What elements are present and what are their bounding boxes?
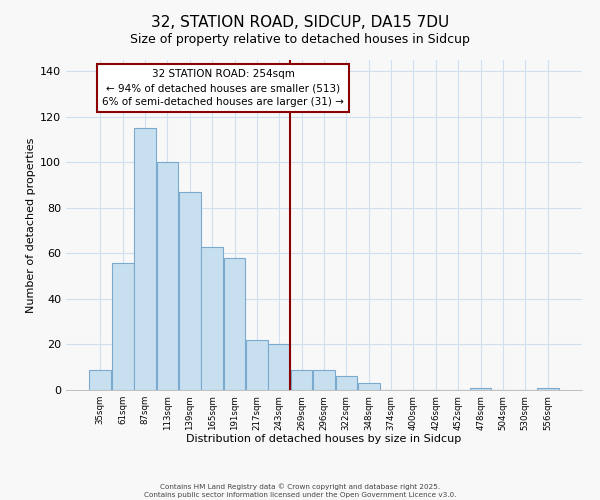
Bar [268, 344, 290, 390]
Bar [470, 388, 491, 390]
Bar [335, 376, 357, 390]
Text: Contains HM Land Registry data © Crown copyright and database right 2025.
Contai: Contains HM Land Registry data © Crown c… [144, 484, 456, 498]
Bar [134, 128, 156, 390]
Bar [313, 370, 335, 390]
Bar [224, 258, 245, 390]
Text: Size of property relative to detached houses in Sidcup: Size of property relative to detached ho… [130, 32, 470, 46]
Bar [246, 340, 268, 390]
Y-axis label: Number of detached properties: Number of detached properties [26, 138, 36, 312]
Bar [157, 162, 178, 390]
Bar [202, 246, 223, 390]
Bar [112, 262, 134, 390]
Bar [537, 388, 559, 390]
Text: 32 STATION ROAD: 254sqm
← 94% of detached houses are smaller (513)
6% of semi-de: 32 STATION ROAD: 254sqm ← 94% of detache… [103, 69, 344, 107]
Bar [179, 192, 200, 390]
Bar [358, 383, 380, 390]
Bar [89, 370, 111, 390]
X-axis label: Distribution of detached houses by size in Sidcup: Distribution of detached houses by size … [187, 434, 461, 444]
Text: 32, STATION ROAD, SIDCUP, DA15 7DU: 32, STATION ROAD, SIDCUP, DA15 7DU [151, 15, 449, 30]
Bar [291, 370, 313, 390]
